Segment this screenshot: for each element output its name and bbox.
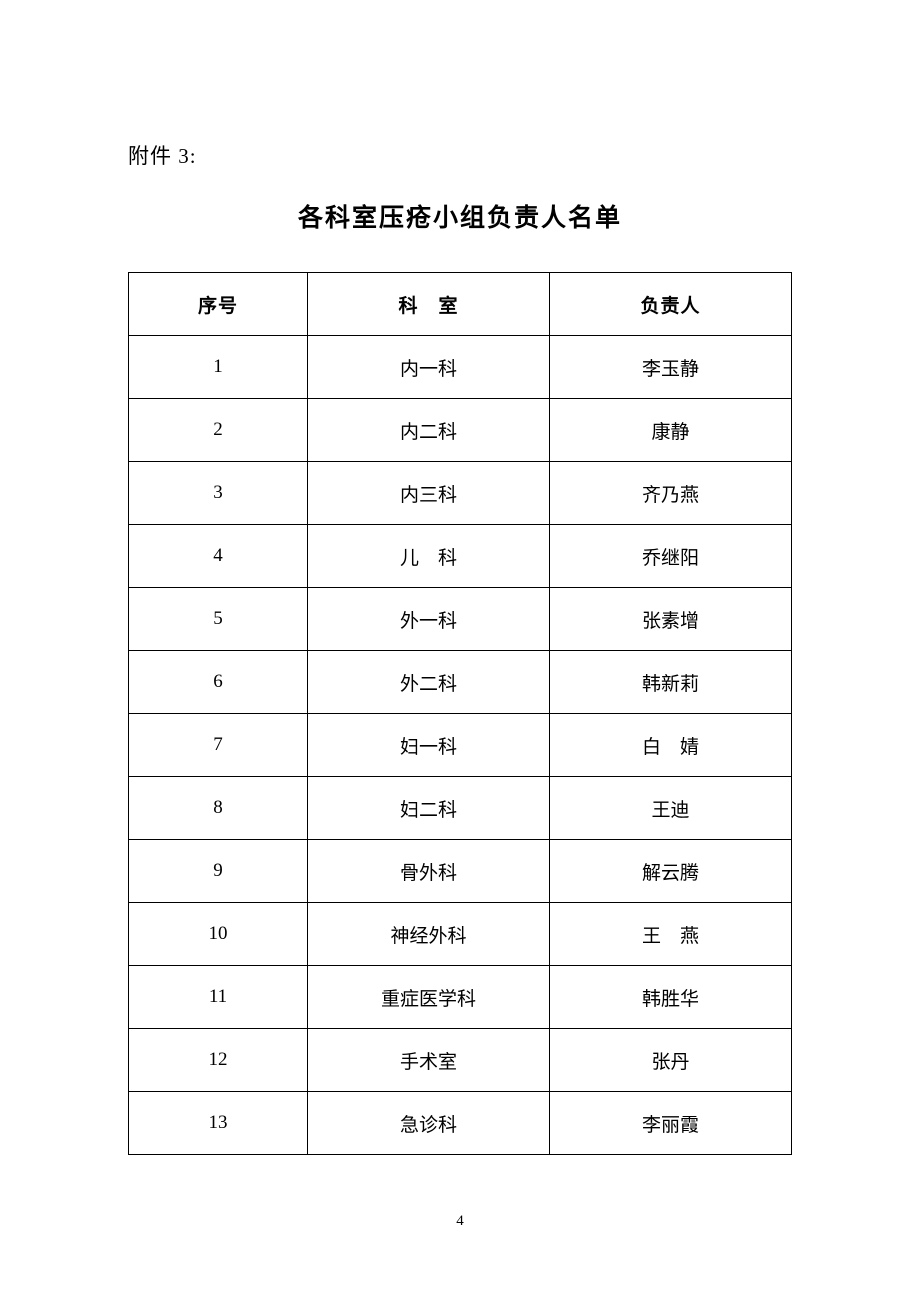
table-row: 12 手术室 张丹 [129, 1029, 792, 1092]
cell-index: 6 [129, 651, 308, 714]
cell-index: 1 [129, 336, 308, 399]
cell-person: 齐乃燕 [549, 462, 791, 525]
table-row: 11 重症医学科 韩胜华 [129, 966, 792, 1029]
table-row: 13 急诊科 李丽霞 [129, 1092, 792, 1155]
cell-index: 8 [129, 777, 308, 840]
cell-person: 王 燕 [549, 903, 791, 966]
cell-person: 白 婧 [549, 714, 791, 777]
cell-index: 5 [129, 588, 308, 651]
cell-person: 王迪 [549, 777, 791, 840]
cell-person: 李玉静 [549, 336, 791, 399]
table-body: 1 内一科 李玉静 2 内二科 康静 3 内三科 齐乃燕 4 儿 科 乔继阳 5 [129, 336, 792, 1155]
header-index: 序号 [129, 273, 308, 336]
page-number: 4 [0, 1213, 920, 1230]
table-row: 10 神经外科 王 燕 [129, 903, 792, 966]
cell-department: 内三科 [308, 462, 550, 525]
cell-index: 13 [129, 1092, 308, 1155]
cell-person: 解云腾 [549, 840, 791, 903]
table-row: 9 骨外科 解云腾 [129, 840, 792, 903]
cell-person: 张素增 [549, 588, 791, 651]
cell-department: 急诊科 [308, 1092, 550, 1155]
cell-index: 9 [129, 840, 308, 903]
cell-person: 乔继阳 [549, 525, 791, 588]
table-row: 8 妇二科 王迪 [129, 777, 792, 840]
department-table: 序号 科 室 负责人 1 内一科 李玉静 2 内二科 康静 3 内三科 齐乃燕 [128, 272, 792, 1155]
cell-department: 重症医学科 [308, 966, 550, 1029]
page-container: 附件 3: 各科室压疮小组负责人名单 序号 科 室 负责人 1 内一科 李玉静 … [0, 0, 920, 1155]
table-row: 4 儿 科 乔继阳 [129, 525, 792, 588]
cell-department: 妇二科 [308, 777, 550, 840]
cell-index: 3 [129, 462, 308, 525]
cell-department: 妇一科 [308, 714, 550, 777]
cell-department: 神经外科 [308, 903, 550, 966]
attachment-label: 附件 3: [128, 140, 792, 170]
table-row: 3 内三科 齐乃燕 [129, 462, 792, 525]
table-row: 1 内一科 李玉静 [129, 336, 792, 399]
cell-person: 康静 [549, 399, 791, 462]
cell-person: 张丹 [549, 1029, 791, 1092]
cell-index: 7 [129, 714, 308, 777]
table-row: 5 外一科 张素增 [129, 588, 792, 651]
table-row: 6 外二科 韩新莉 [129, 651, 792, 714]
cell-department: 内二科 [308, 399, 550, 462]
cell-department: 手术室 [308, 1029, 550, 1092]
cell-index: 11 [129, 966, 308, 1029]
cell-index: 12 [129, 1029, 308, 1092]
table-row: 2 内二科 康静 [129, 399, 792, 462]
table-row: 7 妇一科 白 婧 [129, 714, 792, 777]
cell-department: 骨外科 [308, 840, 550, 903]
cell-department: 内一科 [308, 336, 550, 399]
header-department: 科 室 [308, 273, 550, 336]
cell-person: 韩胜华 [549, 966, 791, 1029]
document-title: 各科室压疮小组负责人名单 [128, 198, 792, 234]
cell-department: 外二科 [308, 651, 550, 714]
table-header-row: 序号 科 室 负责人 [129, 273, 792, 336]
cell-person: 韩新莉 [549, 651, 791, 714]
cell-index: 2 [129, 399, 308, 462]
cell-department: 儿 科 [308, 525, 550, 588]
cell-person: 李丽霞 [549, 1092, 791, 1155]
cell-department: 外一科 [308, 588, 550, 651]
cell-index: 4 [129, 525, 308, 588]
cell-index: 10 [129, 903, 308, 966]
header-person: 负责人 [549, 273, 791, 336]
